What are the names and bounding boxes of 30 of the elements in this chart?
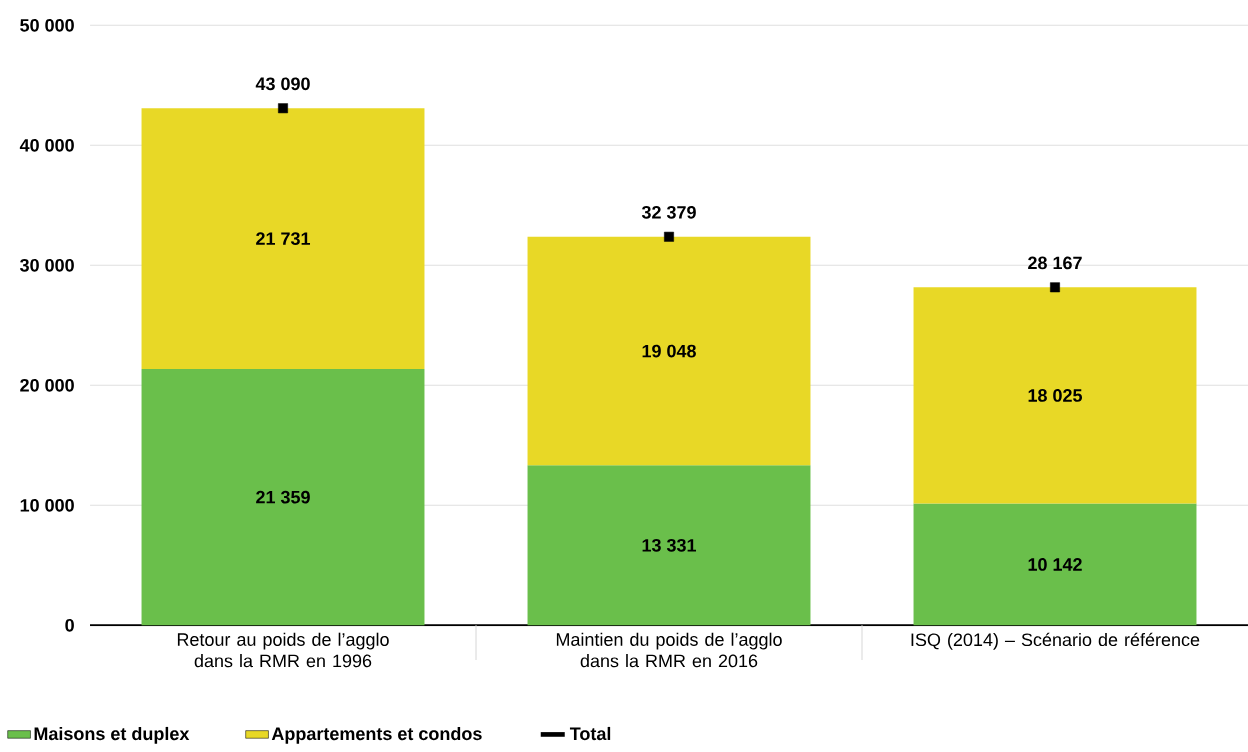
y-tick-label: 30 000: [20, 258, 74, 272]
point: [664, 231, 674, 242]
legend-label: Maisons et duplex: [34, 726, 190, 744]
data-label: 13 331: [642, 538, 697, 552]
legend-label: Total: [569, 726, 611, 741]
data-label: 21 359: [256, 490, 310, 504]
data-label: 21 731: [256, 232, 311, 246]
point: [1050, 282, 1060, 293]
y-tick-label: 20 000: [20, 378, 74, 392]
data-label: 18 025: [1028, 389, 1083, 402]
point: [278, 103, 288, 114]
x-tick-label: Retour au poids de l’agglo dans la RMR en 1996: [177, 632, 389, 668]
y-tick-label: 0: [65, 618, 74, 632]
x-tick-label: ISQ (2014) – Scénario de référence: [911, 632, 1200, 650]
x-tick-label: Maintien du poids de l’agglo dans la RMR en 2016: [556, 632, 782, 668]
data-label: 19 048: [642, 344, 696, 358]
total-label: 43 090: [255, 77, 310, 91]
legend-label: Appartements et condos: [271, 726, 482, 744]
total-label: 32 379: [641, 205, 696, 219]
bar: [913, 287, 1197, 504]
bar: [141, 108, 425, 370]
bar: [527, 465, 811, 626]
total-label: 28 167: [1028, 256, 1082, 270]
y-tick-label: 10 000: [20, 498, 74, 512]
bar: [141, 369, 425, 626]
bar: [913, 503, 1197, 626]
y-tick-label: 50 000: [20, 18, 74, 32]
data-label: 10 142: [1028, 558, 1082, 571]
bar: [527, 236, 811, 466]
y-tick-label: 40 000: [19, 138, 74, 152]
